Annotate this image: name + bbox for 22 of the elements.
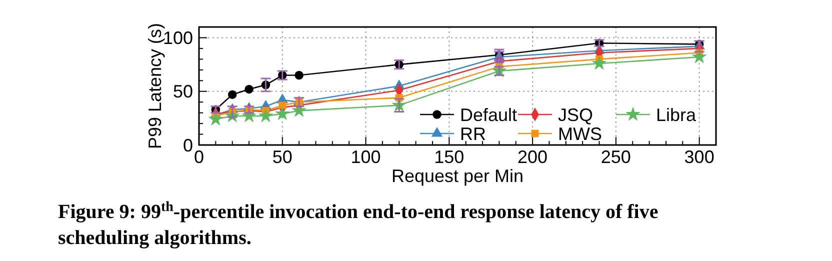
chart-title: Figure 9: 99$^{th}$-percentile invocation end-to-end response latency of five scheduling algorithms. [58, 200, 658, 249]
legend-label: Libra [656, 104, 698, 125]
x-tick-label: 250 [600, 147, 631, 167]
point [274, 106, 290, 120]
x-tick-label: 100 [350, 147, 381, 167]
x-tick-label: 200 [518, 147, 548, 167]
x-axis-title: Request per Min [391, 166, 524, 186]
legend-label: MWS [558, 124, 602, 144]
point [278, 102, 286, 110]
x-tick-label: 150 [434, 147, 464, 167]
y-tick-label: 50 [172, 82, 193, 102]
legend-label: JSQ [558, 104, 594, 125]
x-tick-label: 300 [684, 147, 714, 167]
y-axis-title: P99 Latency (s) [145, 22, 165, 150]
legend-label: RR [460, 124, 486, 144]
x-tick-label: 50 [272, 147, 292, 167]
point [244, 84, 254, 94]
point [592, 56, 607, 70]
point [294, 70, 304, 80]
legend-label: Default [460, 104, 518, 125]
point [258, 108, 274, 122]
point [228, 90, 237, 99]
